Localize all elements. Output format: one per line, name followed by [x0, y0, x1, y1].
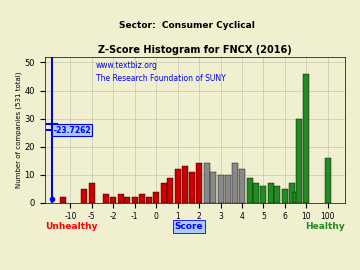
Bar	[81, 189, 87, 203]
Bar	[60, 197, 66, 203]
Title: Z-Score Histogram for FNCX (2016): Z-Score Histogram for FNCX (2016)	[98, 45, 292, 55]
Bar	[253, 183, 259, 203]
Y-axis label: Number of companies (531 total): Number of companies (531 total)	[15, 72, 22, 188]
Bar	[289, 183, 296, 203]
Bar	[196, 164, 202, 203]
Bar	[231, 164, 238, 203]
Bar	[110, 197, 116, 203]
Bar	[274, 186, 280, 203]
Bar	[247, 177, 252, 203]
Text: Score: Score	[175, 222, 203, 231]
Bar	[103, 194, 109, 203]
Bar	[182, 166, 188, 203]
Bar	[296, 119, 302, 203]
Text: The Research Foundation of SUNY: The Research Foundation of SUNY	[96, 74, 225, 83]
Text: Unhealthy: Unhealthy	[45, 222, 97, 231]
Text: -23.7262: -23.7262	[53, 126, 91, 135]
Bar	[293, 191, 299, 203]
Bar	[139, 194, 145, 203]
Bar	[175, 169, 181, 203]
Bar	[146, 197, 152, 203]
Bar	[303, 74, 309, 203]
Bar	[210, 172, 216, 203]
Bar	[282, 189, 288, 203]
Bar	[268, 183, 274, 203]
Bar	[225, 175, 231, 203]
Bar	[124, 197, 130, 203]
Bar	[167, 177, 173, 203]
Bar	[217, 175, 224, 203]
Bar	[325, 158, 331, 203]
Text: Healthy: Healthy	[305, 222, 345, 231]
Bar	[239, 169, 245, 203]
Text: Sector:  Consumer Cyclical: Sector: Consumer Cyclical	[119, 21, 255, 30]
Bar	[132, 197, 138, 203]
Bar	[204, 164, 210, 203]
Text: www.textbiz.org: www.textbiz.org	[96, 61, 158, 70]
Bar	[189, 172, 195, 203]
Bar	[89, 183, 95, 203]
Bar	[161, 183, 167, 203]
Bar	[118, 194, 124, 203]
Bar	[153, 191, 159, 203]
Bar	[261, 186, 266, 203]
